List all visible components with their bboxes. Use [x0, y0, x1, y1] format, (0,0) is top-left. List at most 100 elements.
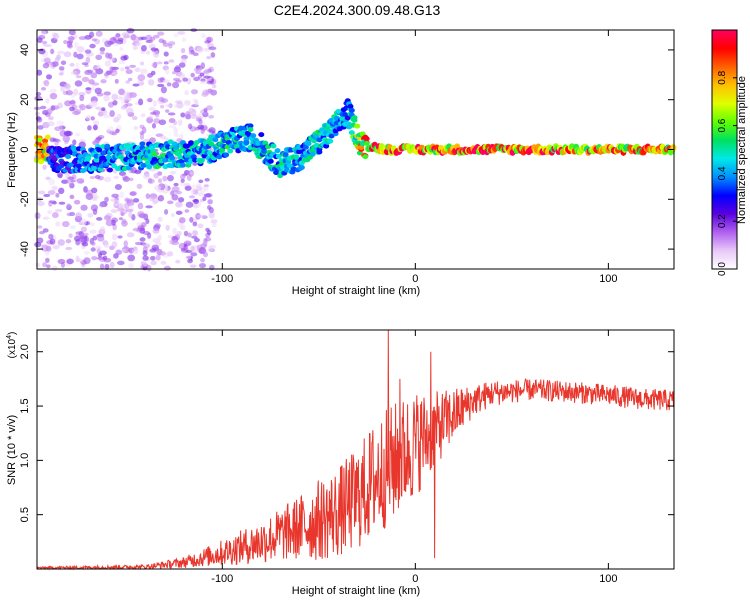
spectrogram-noise-cell [81, 76, 90, 83]
spectrogram-noise-cell [126, 232, 135, 238]
spectrogram-noise-cell [51, 185, 58, 191]
spectrogram-ridge-cell [106, 167, 113, 173]
spectrogram-noise-cell [47, 210, 52, 215]
spectrogram-noise-cell [151, 244, 159, 251]
spectrogram-noise-cell [114, 202, 121, 207]
spectrogram-noise-cell [204, 186, 209, 192]
spectrogram-noise-cell [173, 132, 179, 137]
spectrogram-noise-cell [155, 254, 161, 261]
spectrogram-noise-cell [94, 87, 102, 95]
spectrogram-noise-cell [45, 97, 50, 104]
spectrogram-noise-cell [125, 69, 133, 75]
spectrogram-ridge-cell [316, 137, 323, 143]
spectrogram-noise-cell [175, 201, 183, 208]
spectrogram-noise-cell [161, 98, 169, 103]
spectrogram-noise-cell [163, 51, 169, 57]
spectrogram-noise-cell [37, 200, 45, 207]
spectrogram-noise-cell [56, 171, 64, 178]
spectrogram-noise-cell [205, 193, 213, 198]
spectrogram-noise-cell [119, 47, 124, 51]
spectrogram-noise-cell [206, 56, 212, 60]
spectrogram-noise-cell [188, 107, 195, 114]
spectrogram-noise-cell [140, 45, 147, 52]
spectrogram-noise-cell [78, 230, 85, 238]
spectrogram-noise-cell [202, 251, 209, 258]
spectrogram-noise-cell [45, 176, 51, 181]
spectrogram-noise-cell [69, 106, 75, 112]
spectrogram-noise-cell [157, 77, 165, 83]
spectrogram-noise-cell [51, 212, 59, 219]
spectrogram-noise-cell [103, 95, 110, 102]
spectrogram-ridge-cell [348, 130, 355, 136]
spectrogram-noise-cell [65, 90, 73, 96]
spectrogram-noise-cell [192, 221, 198, 227]
spectrogram-noise-cell [104, 196, 109, 203]
spectrogram-noise-cell [205, 89, 214, 94]
spectrogram-noise-cell [75, 75, 82, 79]
spectrogram-noise-cell [121, 248, 127, 253]
spectrogram-noise-cell [162, 42, 170, 47]
spectrogram-noise-cell [190, 72, 195, 78]
spectrogram-ridge-cell [36, 137, 43, 143]
spectrogram-noise-cell [149, 111, 157, 116]
spectrogram-noise-cell [174, 100, 183, 104]
spectrogram-noise-cell [119, 59, 126, 65]
spectrogram-noise-cell [121, 218, 127, 225]
spectrogram-noise-cell [76, 178, 85, 184]
spectrogram-noise-cell [139, 237, 146, 242]
spectrogram-noise-cell [64, 100, 72, 107]
spectrogram-noise-cell [103, 242, 110, 249]
spectrogram-noise-cell [93, 120, 100, 126]
spectrogram-noise-cell [180, 247, 186, 252]
spectrogram-noise-cell [199, 80, 207, 85]
spectrogram-noise-cell [55, 221, 61, 227]
spectrogram-x-tick-label: 0 [412, 273, 418, 285]
spectrogram-noise-cell [120, 98, 126, 105]
spectrogram-noise-cell [142, 261, 148, 267]
spectrogram-noise-cell [46, 74, 52, 80]
spectrogram-noise-cell [145, 205, 153, 209]
spectrogram-noise-cell [89, 175, 96, 180]
spectrogram-noise-cell [136, 221, 142, 227]
spectrogram-noise-cell [180, 47, 186, 54]
spectrogram-noise-cell [143, 243, 151, 249]
spectrogram-ridge-cell [146, 164, 153, 170]
spectrogram-noise-cell [36, 237, 44, 244]
spectrogram-noise-cell [159, 135, 167, 140]
spectrogram-noise-cell [42, 62, 50, 69]
spectrogram-noise-cell [34, 111, 41, 116]
spectrogram-noise-cell [36, 225, 43, 229]
spectrogram-noise-cell [81, 242, 89, 247]
spectrogram-ridge-cell [267, 158, 274, 164]
spectrogram-noise-cell [157, 178, 163, 184]
spectrogram-noise-cell [98, 202, 106, 208]
spectrogram-noise-cell [124, 66, 130, 70]
spectrogram-noise-cell [48, 233, 54, 240]
spectrogram-noise-cell [193, 237, 200, 243]
spectrogram-noise-cell [115, 249, 123, 255]
spectrogram-ridge-cell [251, 146, 258, 152]
spectrogram-ridge-cell [75, 163, 82, 169]
spectrogram-noise-cell [153, 118, 161, 124]
spectrogram-noise-cell [40, 105, 47, 110]
spectrogram-noise-cell [193, 204, 200, 209]
spectrogram-noise-cell [208, 115, 215, 119]
spectrogram-noise-cell [145, 34, 153, 42]
spectrogram-noise-cell [205, 227, 210, 232]
spectrogram-noise-cell [190, 114, 198, 119]
spectrogram-noise-cell [164, 208, 169, 215]
spectrogram-noise-cell [49, 238, 56, 245]
spectrogram-noise-cell [75, 132, 80, 137]
spectrogram-noise-cell [211, 221, 217, 228]
spectrogram-noise-cell [44, 44, 52, 48]
spectrogram-ridge-cell [85, 155, 92, 161]
spectrogram-noise-cell [189, 171, 195, 176]
spectrogram-noise-cell [132, 36, 140, 44]
spectrogram-noise-cell [84, 49, 92, 54]
spectrogram-noise-cell [41, 244, 49, 248]
spectrogram-noise-cell [114, 183, 122, 191]
snr-scale-suffix: ) [7, 332, 18, 335]
spectrogram-noise-cell [110, 198, 118, 202]
spectrogram-noise-cell [189, 216, 194, 223]
spectrogram-noise-cell [75, 212, 82, 219]
